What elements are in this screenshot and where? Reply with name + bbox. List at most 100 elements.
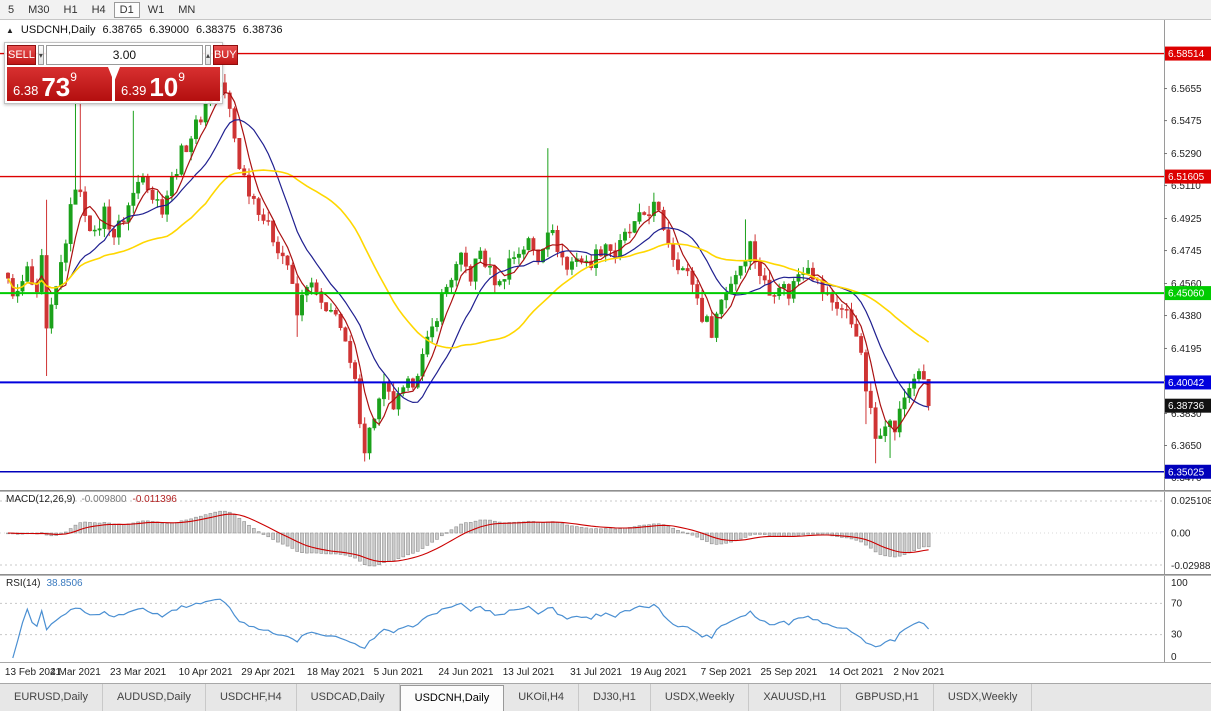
- macd-bar: [782, 532, 786, 537]
- chart-tab-ukoil-h4[interactable]: UKOil,H4: [504, 684, 580, 711]
- timeframe-button-w1[interactable]: W1: [142, 2, 171, 18]
- buy-button[interactable]: BUY: [212, 45, 238, 65]
- macd-bar: [155, 521, 160, 534]
- timeframe-button-5[interactable]: 5: [2, 2, 20, 18]
- macd-bar: [599, 528, 603, 534]
- chart-tab-usdcad-daily[interactable]: USDCAD,Daily: [297, 684, 400, 711]
- candle-body: [189, 138, 194, 153]
- chart-tab-usdcnh-daily[interactable]: USDCNH,Daily: [399, 685, 505, 711]
- volume-increase-button[interactable]: ▴: [204, 45, 211, 65]
- rsi-axis-label: 100: [1171, 578, 1188, 589]
- macd-bar: [150, 521, 155, 534]
- chart-tab-gbpusd-h1[interactable]: GBPUSD,H1: [841, 684, 934, 711]
- candle-body: [194, 119, 198, 140]
- timeframe-button-mn[interactable]: MN: [172, 2, 201, 18]
- macd-bar: [512, 521, 516, 534]
- price-badge-label: 6.45060: [1168, 289, 1205, 300]
- macd-bar: [271, 532, 275, 540]
- macd-bar: [883, 532, 888, 557]
- macd-axis-zero: 0.00: [1171, 529, 1191, 540]
- price-badge-label: 6.58514: [1168, 49, 1205, 60]
- timeframe-button-h4[interactable]: H4: [86, 2, 112, 18]
- macd-axis-top: 0.025108: [1171, 496, 1211, 507]
- date-label: 4 Mar 2021: [50, 667, 101, 678]
- chart-tab-eurusd-daily[interactable]: EURUSD,Daily: [0, 684, 103, 711]
- price-badge-label: 6.40042: [1168, 378, 1205, 389]
- panel-divider[interactable]: [0, 574, 1211, 576]
- macd-bar: [917, 532, 921, 549]
- candle-body: [700, 297, 705, 322]
- candle-body: [266, 220, 271, 222]
- timeframe-button-m30[interactable]: M30: [22, 2, 55, 18]
- candle-body: [141, 176, 145, 183]
- panel-divider[interactable]: [0, 490, 1211, 492]
- candle-body: [695, 284, 700, 299]
- macd-bar: [695, 532, 700, 538]
- price-tick-label: 6.5475: [1171, 116, 1202, 127]
- candle-body: [430, 326, 435, 338]
- buy-price-button[interactable]: 6.39 10 9: [115, 67, 220, 101]
- candle-body: [222, 82, 227, 94]
- candle-body: [92, 229, 97, 232]
- macd-bar: [849, 532, 854, 540]
- candle-body: [261, 214, 266, 221]
- candle-body: [473, 258, 478, 282]
- candle-body: [810, 267, 815, 280]
- candle-body: [676, 259, 680, 271]
- candle-body: [145, 176, 150, 191]
- macd-chart[interactable]: 0.025108 0.00 -0.029881: [0, 492, 1211, 574]
- rsi-chart[interactable]: 100 70 30 0: [0, 576, 1211, 662]
- date-label: 14 Oct 2021: [829, 667, 884, 678]
- price-chart[interactable]: 6.5655 6.5475 6.5290 6.5110 6.4925 6.4745 6.45…: [0, 20, 1211, 490]
- candle-body: [463, 252, 468, 267]
- candle-body: [131, 192, 136, 206]
- candle-body: [468, 266, 473, 282]
- macd-bar: [705, 532, 709, 542]
- sell-button[interactable]: SELL: [7, 45, 36, 65]
- price-tick-label: 6.3650: [1171, 441, 1202, 452]
- macd-signal-line: [7, 513, 929, 563]
- price-badge: [1165, 169, 1211, 184]
- time-axis[interactable]: 13 Feb 2021 4 Mar 2021 23 Mar 2021 10 Apr 2…: [0, 663, 1211, 683]
- chart-tab-usdx-weekly[interactable]: USDX,Weekly: [934, 684, 1033, 711]
- date-label: 23 Mar 2021: [110, 667, 167, 678]
- chart-tab-usdx-weekly[interactable]: USDX,Weekly: [651, 684, 750, 711]
- price-badge: [1165, 46, 1211, 61]
- macd-bar: [199, 515, 203, 534]
- macd-bar: [256, 531, 261, 534]
- price-badge: [1165, 398, 1211, 413]
- candle-body: [569, 261, 574, 270]
- chart-tab-xauusd-h1[interactable]: XAUUSD,H1: [749, 684, 842, 711]
- price-tick-label: 6.5655: [1171, 84, 1202, 95]
- macd-bar: [319, 532, 324, 554]
- macd-bar: [565, 524, 569, 534]
- candle-body: [285, 255, 290, 266]
- price-badge: [1165, 464, 1211, 479]
- macd-bar: [676, 530, 680, 534]
- candle-body: [661, 209, 666, 230]
- chart-tab-usdchf-h4[interactable]: USDCHF,H4: [206, 684, 297, 711]
- candle-body: [878, 435, 883, 439]
- price-tick-label: 6.4380: [1171, 311, 1202, 322]
- timeframe-button-d1[interactable]: D1: [113, 1, 140, 18]
- volume-input[interactable]: [45, 45, 203, 65]
- volume-decrease-button[interactable]: ▾: [37, 45, 44, 65]
- sell-price-button[interactable]: 6.38 73 9: [7, 67, 112, 101]
- candle-body: [295, 283, 300, 316]
- candle-body: [917, 371, 921, 380]
- chart-tab-dj30-h1[interactable]: DJ30,H1: [579, 684, 651, 711]
- macd-bar: [391, 532, 396, 561]
- trade-panel-toggle-icon[interactable]: ▲: [6, 25, 14, 35]
- macd-bar: [141, 520, 145, 534]
- macd-bar: [729, 532, 733, 543]
- candle-body: [709, 316, 714, 338]
- candle-body: [859, 336, 864, 353]
- candle-body: [362, 423, 367, 454]
- ma-line-34: [7, 169, 930, 349]
- candle-body: [637, 212, 642, 222]
- chart-tab-audusd-daily[interactable]: AUDUSD,Daily: [103, 684, 206, 711]
- timeframe-button-h1[interactable]: H1: [58, 2, 84, 18]
- candle-body: [377, 398, 382, 420]
- macd-bar: [97, 522, 102, 534]
- macd-bar: [112, 523, 116, 534]
